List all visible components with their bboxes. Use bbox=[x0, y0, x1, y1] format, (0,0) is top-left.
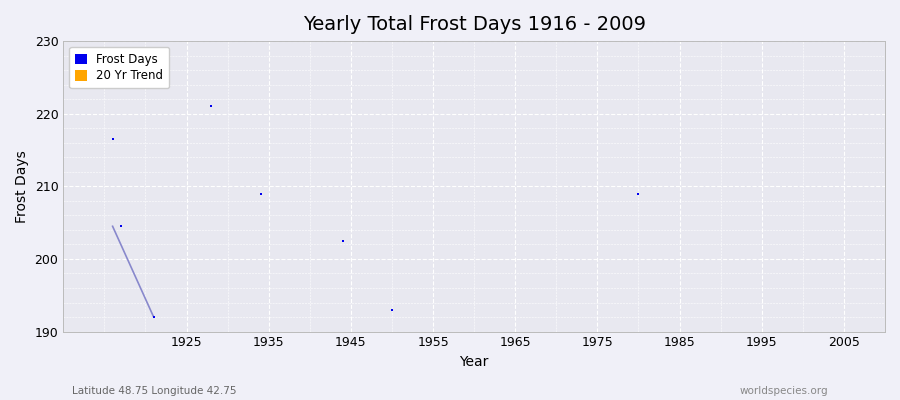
Point bbox=[113, 223, 128, 230]
Text: Latitude 48.75 Longitude 42.75: Latitude 48.75 Longitude 42.75 bbox=[72, 386, 237, 396]
Point bbox=[105, 136, 120, 142]
X-axis label: Year: Year bbox=[460, 355, 489, 369]
Point bbox=[253, 190, 267, 197]
Title: Yearly Total Frost Days 1916 - 2009: Yearly Total Frost Days 1916 - 2009 bbox=[302, 15, 645, 34]
Text: worldspecies.org: worldspecies.org bbox=[740, 386, 828, 396]
Y-axis label: Frost Days: Frost Days bbox=[15, 150, 29, 223]
Point bbox=[385, 306, 400, 313]
Point bbox=[631, 190, 645, 197]
Point bbox=[204, 103, 219, 110]
Legend: Frost Days, 20 Yr Trend: Frost Days, 20 Yr Trend bbox=[69, 47, 169, 88]
Point bbox=[336, 238, 350, 244]
Point bbox=[147, 314, 161, 320]
